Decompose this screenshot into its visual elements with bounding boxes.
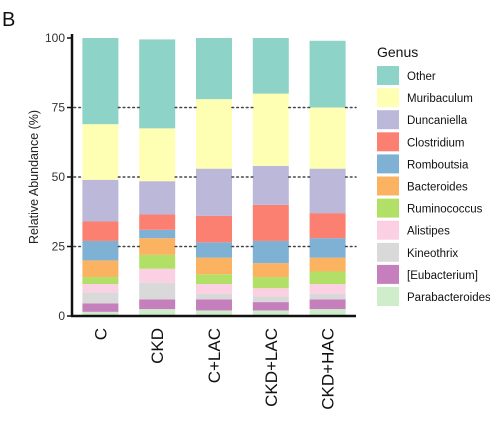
x-tick-label-ckd-hac: CKD+HAC (319, 328, 338, 410)
legend-label-clostridium: Clostridium (407, 137, 465, 149)
bar-segment-c-lac-bacteroides (196, 257, 232, 275)
bar-segment-ckd-hac-eubacterium (309, 299, 346, 310)
y-tick-label-100: 100 (45, 31, 65, 45)
bar-segment-ckd-muribaculum (139, 128, 176, 182)
y-tick-label-50: 50 (52, 170, 66, 184)
x-tick-label-ckd-lac: CKD+LAC (262, 328, 281, 407)
y-tick-label-0: 0 (58, 309, 65, 323)
legend-swatch-romboutsia (377, 154, 399, 174)
bar-segment-c-other (82, 38, 119, 125)
bar-segment-ckd-hac-kineothrix (309, 293, 346, 300)
bar-segment-c-ruminococcus (82, 277, 119, 285)
bar-segment-ckd-hac-muribaculum (309, 107, 346, 169)
legend-label-ruminococcus: Ruminococcus (407, 204, 483, 216)
legend-swatch-alistipes (377, 220, 399, 240)
bar-segment-c-lac-other (196, 38, 232, 100)
y-tick-label-25: 25 (52, 240, 66, 254)
legend-label-bacteroides: Bacteroides (407, 182, 468, 194)
bar-segment-ckd-lac-muribaculum (252, 93, 289, 166)
x-tick-label-c: C (91, 328, 110, 340)
legend-label-alistipes: Alistipes (407, 226, 450, 238)
bar-segment-ckd-hac-duncaniella (309, 168, 346, 214)
bar-segment-c-alistipes (82, 284, 119, 293)
bar-segment-c-lac-eubacterium (196, 299, 232, 311)
bar-segment-ckd-bacteroides (139, 238, 176, 255)
bar-segment-ckd-lac-eubacterium (252, 302, 289, 311)
bar-segment-ckd-hac-ruminococcus (309, 271, 346, 285)
bar-segment-ckd-duncaniella (139, 181, 176, 215)
y-tick-label-75: 75 (52, 101, 66, 115)
bar-segment-ckd-hac-other (309, 40, 346, 108)
bar-segment-ckd-hac-clostridium (309, 213, 346, 239)
bar-segment-c-lac-clostridium (196, 215, 232, 243)
legend-swatch-parabacteroides (377, 287, 399, 306)
bar-segment-ckd-lac-romboutsia (252, 240, 289, 264)
legend-swatch-other (377, 66, 399, 85)
bar-segment-c-muribaculum (82, 124, 119, 180)
legend-swatch-clostridium (377, 132, 399, 152)
bar-segment-ckd-lac-bacteroides (252, 263, 289, 278)
bar-segment-ckd-alistipes (139, 268, 176, 283)
legend-swatch-ruminococcus (377, 198, 399, 218)
bar-segment-ckd-lac-other (252, 38, 289, 94)
bar-segment-ckd-hac-romboutsia (309, 238, 346, 258)
y-axis-title: Relative Abundance (%) (27, 110, 41, 244)
bar-segment-c-eubacterium (82, 303, 119, 312)
bar-segment-c-duncaniella (82, 179, 119, 222)
bar-segment-ckd-lac-parabacteroides (252, 310, 289, 316)
panel-letter: B (2, 9, 15, 31)
bar-segment-c-romboutsia (82, 240, 119, 261)
bar-segment-c-lac-muribaculum (196, 99, 232, 169)
bar-segment-ckd-clostridium (139, 214, 176, 230)
legend-label-duncaniella: Duncaniella (407, 115, 468, 127)
bar-segment-ckd-lac-kineothrix (252, 296, 289, 303)
legend-swatch-muribaculum (377, 88, 399, 108)
plot-area: 0 25 50 75 100 C CKD C+LAC CKD+LAC CKD+HAC (45, 31, 357, 410)
bar-segment-c-lac-romboutsia (196, 242, 232, 258)
legend-swatch-duncaniella (377, 110, 399, 130)
bar-segment-c-parabacteroides (82, 311, 119, 316)
bar-segment-ckd-lac-clostridium (252, 204, 289, 241)
legend-swatch-kineothrix (377, 242, 399, 262)
bar-segment-c-clostridium (82, 221, 119, 241)
legend-label-eubacterium: [Eubacterium] (407, 270, 478, 282)
bar-segment-ckd-hac-alistipes (309, 284, 346, 294)
legend-label-parabacteroides: Parabacteroides (407, 292, 490, 304)
legend-title: Genus (377, 44, 418, 60)
bar-segment-ckd-eubacterium (139, 299, 176, 310)
legend-label-romboutsia: Romboutsia (407, 159, 469, 171)
bar-segment-c-lac-parabacteroides (196, 310, 232, 316)
legend-label-kineothrix: Kineothrix (407, 248, 458, 260)
bar-segment-c-bacteroides (82, 260, 119, 278)
x-tick-label-ckd: CKD (148, 328, 167, 364)
bar-segment-ckd-romboutsia (139, 229, 176, 239)
legend-swatch-bacteroides (377, 176, 399, 196)
bar-segment-c-kineothrix (82, 292, 119, 304)
legend-label-other: Other (407, 71, 436, 83)
bar-segment-ckd-lac-duncaniella (252, 165, 289, 205)
x-tick-label-c-lac: C+LAC (205, 328, 224, 383)
bar-segment-ckd-parabacteroides (139, 309, 176, 316)
bar-segment-c-lac-duncaniella (196, 168, 232, 216)
bar-segment-ckd-lac-alistipes (252, 288, 289, 297)
bar-segment-ckd-ruminococcus (139, 254, 176, 269)
bar-segment-ckd-hac-parabacteroides (309, 309, 346, 316)
legend-label-muribaculum: Muribaculum (407, 93, 473, 105)
bar-segment-c-lac-alistipes (196, 284, 232, 294)
bar-segment-ckd-kineothrix (139, 282, 176, 300)
bar-segment-c-lac-ruminococcus (196, 274, 232, 285)
legend-swatch-eubacterium (377, 264, 399, 284)
bar-segment-ckd-other (139, 39, 176, 129)
bar-segment-c-lac-kineothrix (196, 293, 232, 300)
bar-segment-ckd-hac-bacteroides (309, 257, 346, 272)
legend: Genus Other Muribaculum Duncaniella Clostri… (377, 44, 490, 306)
bar-segment-ckd-lac-ruminococcus (252, 277, 289, 289)
